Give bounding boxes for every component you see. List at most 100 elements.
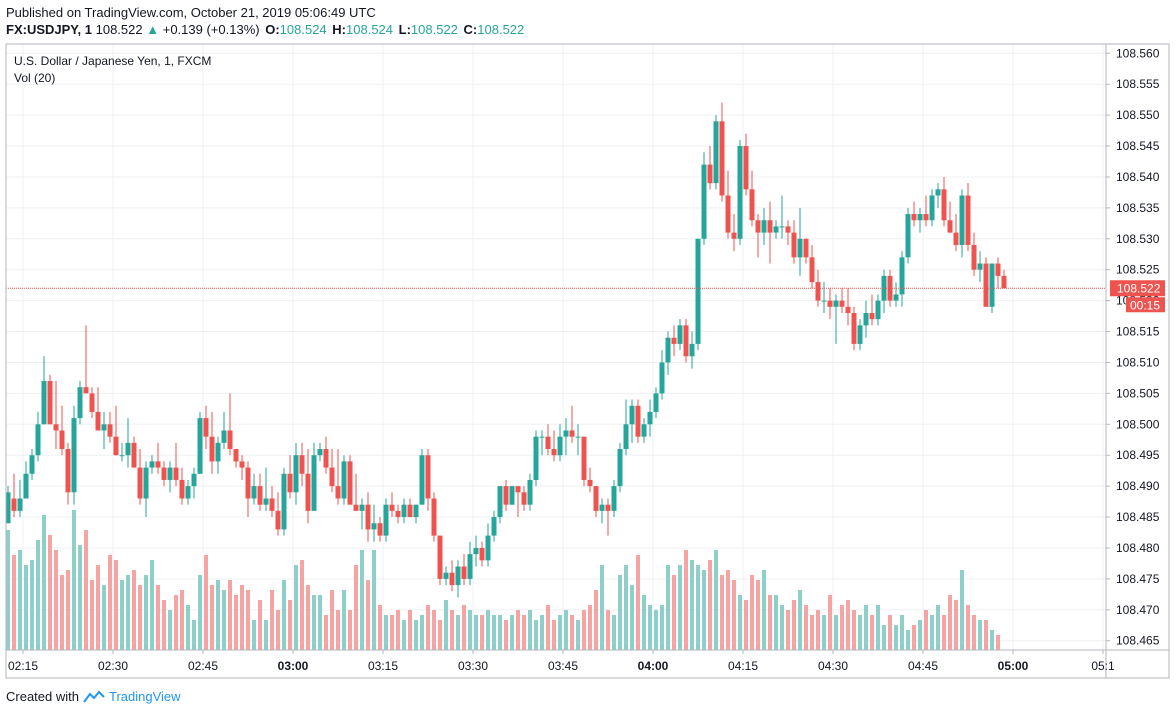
candle-body [239,461,245,468]
candle-body [989,263,995,307]
volume-bar [864,605,868,650]
candle-body [635,405,641,437]
candle-body [647,411,653,425]
candle-body [179,479,185,499]
candle-body [935,189,941,196]
volume-bar [900,615,904,650]
volume-bar [276,610,280,650]
volume-bar [180,590,184,650]
volume-bar [588,605,592,650]
candle-body [779,226,785,228]
volume-bar [120,580,124,650]
close-label: C: [463,22,478,37]
candle-body [479,547,485,561]
volume-bar [714,550,718,650]
low-value: 108.522 [410,22,458,37]
volume-bar [132,570,136,650]
volume-bar [84,530,88,650]
candle-body [623,424,629,450]
volume-bar [354,565,358,650]
candle-body [563,430,569,437]
candle-body [815,282,821,301]
volume-bar [282,580,286,650]
volume-bar [396,610,400,650]
volume-bar [720,575,724,650]
tradingview-brand[interactable]: TradingView [108,689,181,704]
volume-bar [90,580,94,650]
volume-bars [6,510,1000,650]
volume-bar [186,605,190,650]
candle-body [65,449,71,493]
volume-bar [162,600,166,650]
volume-bar [384,615,388,650]
candle-body [143,467,149,499]
price-tick-label: 108.545 [1116,139,1160,153]
time-tick-label: 05:00 [998,659,1029,673]
volume-bar [744,600,748,650]
volume-bar [414,620,418,650]
volume-bar [840,605,844,650]
volume-bar [342,590,346,650]
plot-border [5,43,1170,679]
candle-body [803,238,809,258]
volume-bar [522,615,526,650]
volume-bar [390,615,394,650]
candle-body [863,312,869,326]
price-tick-label: 108.555 [1116,77,1160,91]
time-tick-label: 04:45 [908,659,938,673]
volume-bar [246,590,250,650]
candle-body [959,195,965,245]
candle-body [503,486,509,505]
candle-body [827,300,833,307]
candle-body [437,535,443,579]
candle-body [77,387,83,419]
volume-bar [552,620,556,650]
candle-body [89,393,95,412]
candle-body [41,381,47,425]
volume-bar [930,615,934,650]
open-label: O: [265,22,280,37]
price-tick-label: 108.490 [1116,479,1160,493]
candlesticks [5,102,1007,598]
volume-bar [870,615,874,650]
tradingview-logo-icon [83,690,105,703]
volume-bar [570,615,574,650]
time-tick-label: 03:15 [368,659,398,673]
volume-bar [300,560,304,650]
volume-bar [594,590,598,650]
volume-bar [666,565,670,650]
time-tick-label: 02:30 [98,659,128,673]
volume-bar [150,560,154,650]
volume-bar [498,615,502,650]
volume-bar [486,610,490,650]
volume-bar [216,580,220,650]
price-chart[interactable]: 108.560 108.555 108.550 108.545 108.540 108.5… [0,0,1176,685]
candle-body [137,467,143,499]
volume-bar [690,560,694,650]
candle-body [977,263,983,270]
symbol-info-bar: FX:USDJPY, 1 108.522 ▲ +0.139 (+0.13%) O… [6,22,524,37]
volume-bar [144,575,148,650]
volume-bar [234,595,238,650]
price-tick-label: 108.480 [1116,541,1160,555]
candle-body [269,498,275,511]
candle-body [821,300,827,302]
volume-bar [108,555,112,650]
candle-body [665,337,671,363]
candle-body [23,473,29,499]
volume-bar [42,515,46,650]
volume-bar [174,595,178,650]
candle-body [521,492,527,505]
volume-bar [702,570,706,650]
volume-bar [294,565,298,650]
volume-bar [750,575,754,650]
volume-bar [330,590,334,650]
volume-bar [972,615,976,650]
volume-bar [948,595,952,650]
price-tick-label: 108.500 [1116,417,1160,431]
candle-body [215,442,221,462]
candle-body [773,226,779,233]
volume-bar [876,605,880,650]
candle-body [275,510,281,530]
symbol-label[interactable]: FX:USDJPY, 1 [6,22,92,37]
